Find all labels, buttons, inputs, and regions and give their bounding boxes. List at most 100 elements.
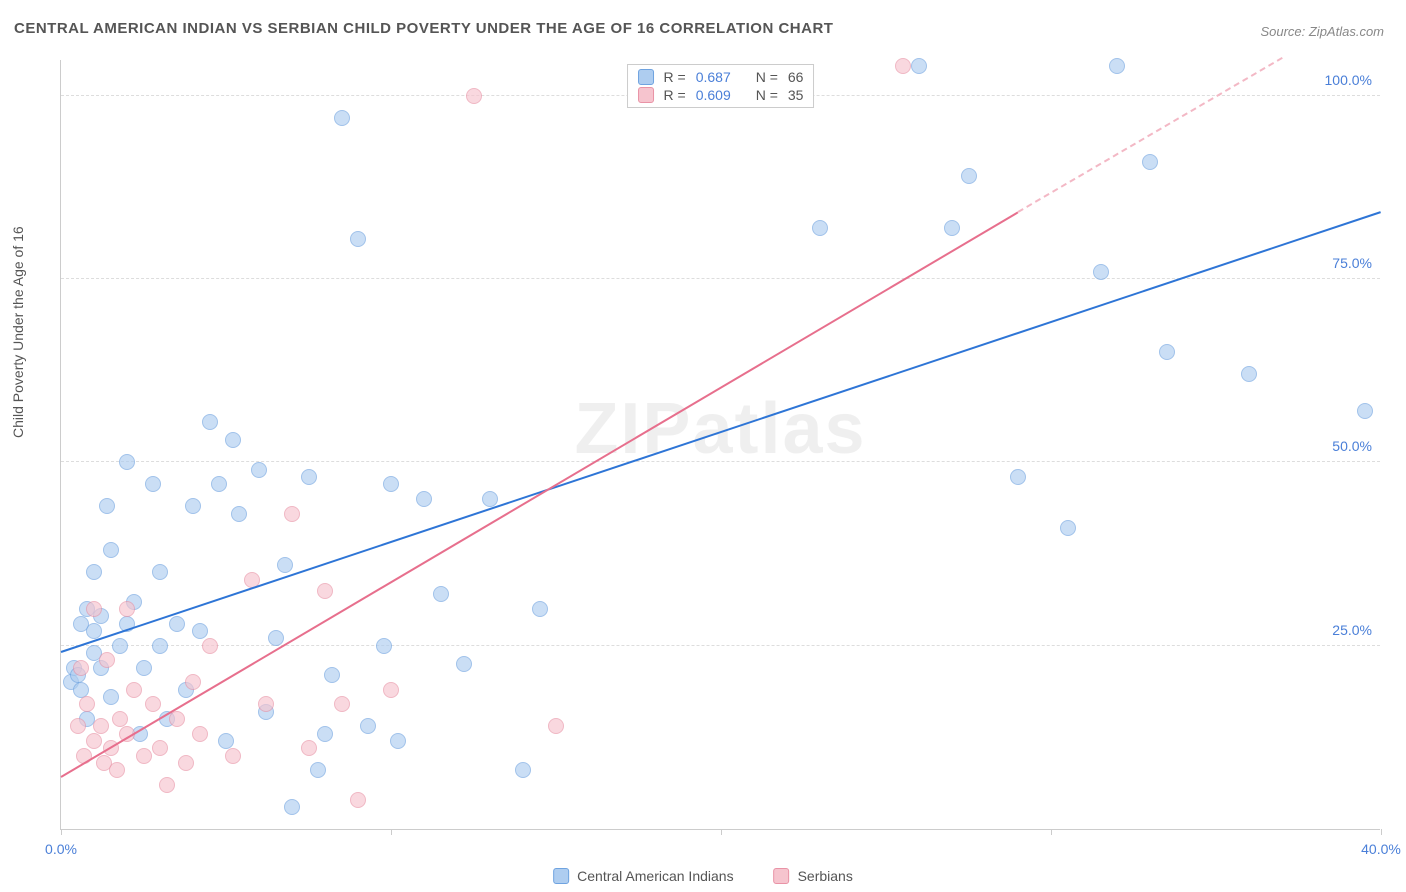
- r-label: R =: [664, 69, 686, 85]
- data-point: [334, 696, 350, 712]
- data-point: [225, 432, 241, 448]
- data-point: [169, 616, 185, 632]
- data-point: [334, 110, 350, 126]
- legend-item-1: Central American Indians: [553, 868, 733, 884]
- y-tick-label: 100.0%: [1325, 72, 1372, 88]
- data-point: [112, 638, 128, 654]
- data-point: [86, 623, 102, 639]
- data-point: [284, 799, 300, 815]
- swatch-icon: [638, 69, 654, 85]
- swatch-icon: [774, 868, 790, 884]
- data-point: [944, 220, 960, 236]
- n-value: 35: [788, 87, 804, 103]
- swatch-icon: [638, 87, 654, 103]
- data-point: [152, 564, 168, 580]
- data-point: [79, 696, 95, 712]
- data-point: [360, 718, 376, 734]
- data-point: [119, 454, 135, 470]
- data-point: [482, 491, 498, 507]
- data-point: [185, 498, 201, 514]
- data-point: [1093, 264, 1109, 280]
- data-point: [192, 726, 208, 742]
- data-point: [433, 586, 449, 602]
- data-point: [268, 630, 284, 646]
- x-tick-label: 40.0%: [1361, 841, 1401, 857]
- data-point: [159, 777, 175, 793]
- data-point: [73, 660, 89, 676]
- data-point: [310, 762, 326, 778]
- data-point: [284, 506, 300, 522]
- data-point: [1241, 366, 1257, 382]
- data-point: [812, 220, 828, 236]
- x-tick: [391, 829, 392, 835]
- legend-item-label: Central American Indians: [577, 868, 733, 884]
- x-tick: [721, 829, 722, 835]
- data-point: [301, 740, 317, 756]
- legend-bottom: Central American Indians Serbians: [553, 868, 853, 884]
- n-label: N =: [756, 87, 778, 103]
- data-point: [515, 762, 531, 778]
- data-point: [119, 601, 135, 617]
- source-label: Source: ZipAtlas.com: [1260, 24, 1384, 39]
- y-tick-label: 50.0%: [1332, 438, 1372, 454]
- y-tick-label: 75.0%: [1332, 255, 1372, 271]
- data-point: [961, 168, 977, 184]
- data-point: [70, 718, 86, 734]
- data-point: [136, 660, 152, 676]
- data-point: [145, 476, 161, 492]
- data-point: [1109, 58, 1125, 74]
- data-point: [99, 652, 115, 668]
- data-point: [350, 792, 366, 808]
- data-point: [301, 469, 317, 485]
- data-point: [103, 542, 119, 558]
- data-point: [86, 733, 102, 749]
- data-point: [324, 667, 340, 683]
- r-value: 0.687: [696, 69, 746, 85]
- data-point: [1142, 154, 1158, 170]
- data-point: [277, 557, 293, 573]
- data-point: [1010, 469, 1026, 485]
- data-point: [112, 711, 128, 727]
- data-point: [383, 476, 399, 492]
- y-axis-label: Child Poverty Under the Age of 16: [10, 226, 26, 438]
- plot-area: 25.0%50.0%75.0%100.0%0.0%40.0%ZIPatlasR …: [60, 60, 1380, 830]
- data-point: [178, 755, 194, 771]
- data-point: [456, 656, 472, 672]
- chart-title: CENTRAL AMERICAN INDIAN VS SERBIAN CHILD…: [14, 20, 833, 37]
- trend-line: [60, 211, 1018, 777]
- data-point: [350, 231, 366, 247]
- data-point: [1159, 344, 1175, 360]
- data-point: [218, 733, 234, 749]
- legend-row: R =0.609N =35: [634, 86, 808, 104]
- data-point: [416, 491, 432, 507]
- x-tick: [1381, 829, 1382, 835]
- legend-item-label: Serbians: [798, 868, 853, 884]
- data-point: [225, 748, 241, 764]
- legend-item-2: Serbians: [774, 868, 853, 884]
- data-point: [466, 88, 482, 104]
- data-point: [202, 414, 218, 430]
- data-point: [317, 583, 333, 599]
- data-point: [86, 601, 102, 617]
- x-tick-label: 0.0%: [45, 841, 77, 857]
- data-point: [93, 718, 109, 734]
- data-point: [231, 506, 247, 522]
- data-point: [192, 623, 208, 639]
- data-point: [169, 711, 185, 727]
- data-point: [103, 689, 119, 705]
- n-label: N =: [756, 69, 778, 85]
- data-point: [895, 58, 911, 74]
- data-point: [211, 476, 227, 492]
- trend-line: [1017, 57, 1282, 213]
- data-point: [73, 682, 89, 698]
- swatch-icon: [553, 868, 569, 884]
- data-point: [145, 696, 161, 712]
- x-tick: [61, 829, 62, 835]
- data-point: [532, 601, 548, 617]
- data-point: [152, 638, 168, 654]
- data-point: [152, 740, 168, 756]
- data-point: [911, 58, 927, 74]
- data-point: [317, 726, 333, 742]
- legend-row: R = 0.687 N = 66: [634, 68, 808, 86]
- n-value: 66: [788, 69, 804, 85]
